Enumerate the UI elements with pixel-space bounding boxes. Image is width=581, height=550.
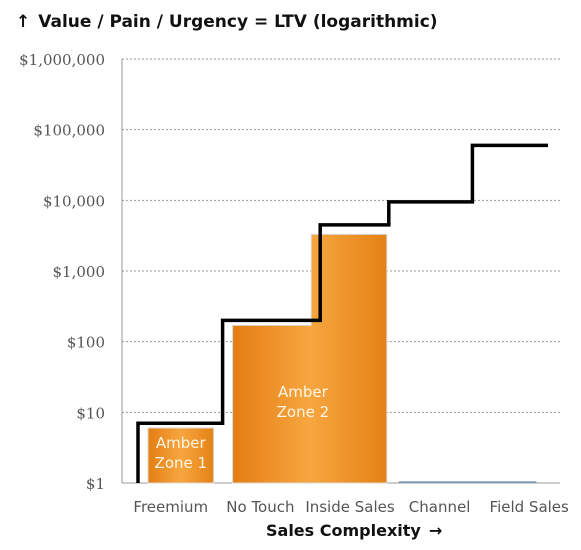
chart-title-text: Value / Pain / Urgency = LTV (logarithmi… bbox=[38, 12, 438, 32]
y-tick-label: $1,000,000 bbox=[19, 51, 105, 69]
up-arrow-icon: ↑ bbox=[16, 12, 31, 32]
x-tick-label: Freemium bbox=[133, 498, 208, 516]
amber-zone-1 bbox=[147, 427, 215, 484]
y-tick-label: $100,000 bbox=[33, 122, 105, 140]
x-tick-label: Inside Sales bbox=[305, 498, 395, 516]
y-tick-label: $10,000 bbox=[43, 192, 105, 210]
right-arrow-icon: → bbox=[428, 521, 443, 540]
x-tick-label: Field Sales bbox=[490, 498, 569, 516]
y-tick-label: $10 bbox=[76, 404, 105, 422]
amber-zone-2 bbox=[232, 233, 388, 484]
y-tick-label: $1 bbox=[86, 475, 105, 493]
zone-label: Amber bbox=[278, 383, 329, 401]
ltv-step-line bbox=[136, 143, 548, 483]
zone-label: Zone 2 bbox=[277, 403, 330, 421]
y-tick-label: $1,000 bbox=[53, 263, 106, 281]
x-tick-label: No Touch bbox=[226, 498, 294, 516]
zone-label: Zone 1 bbox=[155, 454, 208, 472]
zone-label: Amber bbox=[156, 434, 207, 452]
x-axis-title: Sales Complexity → bbox=[266, 521, 442, 540]
chart-title: ↑ Value / Pain / Urgency = LTV (logarithm… bbox=[16, 12, 438, 32]
y-tick-label: $100 bbox=[67, 334, 105, 352]
x-tick-label: Channel bbox=[409, 498, 471, 516]
x-axis-title-text: Sales Complexity bbox=[266, 521, 421, 540]
